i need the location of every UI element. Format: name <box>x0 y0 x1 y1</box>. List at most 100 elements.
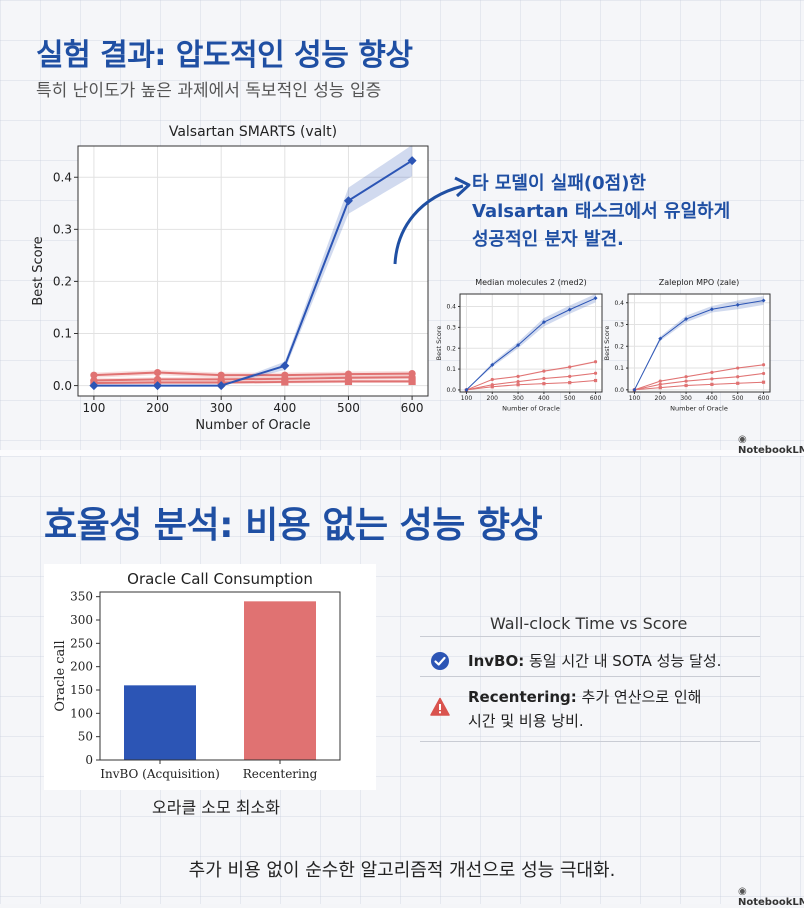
data-point <box>541 320 546 325</box>
x-tick-label: 400 <box>706 395 718 402</box>
data-point <box>658 382 662 386</box>
x-tick-label: 300 <box>512 395 524 402</box>
data-point <box>408 370 416 378</box>
x-tick-label: InvBO (Acquisition) <box>100 767 220 781</box>
series-line <box>466 361 596 391</box>
data-point <box>710 370 714 374</box>
invbo-row: InvBO: 동일 시간 내 SOTA 성능 달성. <box>420 636 760 687</box>
data-point <box>516 343 521 348</box>
bar <box>244 601 316 760</box>
y-tick-label: 0.2 <box>446 345 456 352</box>
data-point <box>709 307 714 312</box>
y-tick-label: 350 <box>70 590 93 604</box>
results-subtitle: 특히 난이도가 높은 과제에서 독보적인 성능 입증 <box>36 81 382 101</box>
data-point <box>761 380 766 384</box>
data-point <box>684 375 688 379</box>
y-tick-label: 0.1 <box>446 366 456 373</box>
data-point <box>344 370 353 378</box>
x-tick-label: 200 <box>146 401 169 415</box>
data-point <box>736 381 740 385</box>
data-point <box>761 371 766 376</box>
y-axis-label: Oracle call <box>53 640 68 711</box>
panel-divider <box>0 450 804 456</box>
series-line <box>466 380 596 391</box>
y-tick-label: 0.1 <box>53 327 72 341</box>
bar <box>124 685 196 760</box>
data-point <box>542 382 546 386</box>
data-point <box>407 156 417 166</box>
series-line <box>466 372 596 391</box>
data-point <box>684 383 688 388</box>
y-tick-label: 0.0 <box>53 379 72 393</box>
x-tick-label: 100 <box>629 395 641 402</box>
y-tick-label: 200 <box>70 660 93 674</box>
series-line <box>466 297 596 391</box>
bar-caption: 오라클 소모 최소화 <box>152 798 280 817</box>
callout-arrow-icon <box>393 176 471 265</box>
med2-chart: 100 200 300 400 500 600 0.0 0.1 0.2 0.3 0.4 Median … <box>435 278 603 413</box>
plot-frame <box>627 293 771 393</box>
data-point <box>710 377 714 381</box>
data-point <box>490 377 494 382</box>
x-tick-label: 600 <box>758 395 770 402</box>
x-tick-label: Recentering <box>243 767 318 781</box>
x-tick-label: 500 <box>337 401 360 415</box>
series-band <box>93 369 413 378</box>
y-axis-label: Best Score <box>603 326 611 361</box>
zale-chart: 100 200 300 400 500 600 0.0 0.1 0.2 0.3 0.4 Zaleplo… <box>603 278 771 413</box>
x-axis-label: Number of Oracle <box>670 405 728 413</box>
data-point <box>516 379 520 384</box>
x-tick-label: 200 <box>487 395 499 402</box>
data-point <box>568 381 572 385</box>
data-point <box>593 371 598 375</box>
data-point <box>344 377 353 386</box>
data-point <box>568 365 572 369</box>
data-point <box>710 382 714 386</box>
data-point <box>632 387 637 392</box>
x-tick-label: 600 <box>401 401 424 415</box>
notebooklm-logo-icon-2: ◉ <box>738 886 747 897</box>
data-point <box>153 368 162 377</box>
series-band <box>634 296 764 390</box>
data-point <box>217 371 225 379</box>
y-tick-label: 0.3 <box>446 324 456 331</box>
data-point <box>216 381 226 391</box>
data-point <box>90 376 98 384</box>
x-tick-label: 400 <box>273 401 296 415</box>
data-point <box>736 375 740 379</box>
x-tick-label: 300 <box>210 401 233 415</box>
y-tick-label: 300 <box>70 613 93 627</box>
y-tick-label: 0.2 <box>53 275 72 289</box>
y-tick-label: 0.0 <box>614 387 624 394</box>
data-point <box>593 296 598 301</box>
plot-frame <box>77 145 429 397</box>
y-tick-label: 150 <box>70 683 93 697</box>
chart-title: Median molecules 2 (med2) <box>475 278 587 287</box>
data-point <box>516 374 520 378</box>
data-point <box>153 375 162 383</box>
data-point <box>153 381 163 391</box>
y-tick-label: 0.2 <box>614 343 624 350</box>
efficiency-title: 효율성 분석: 비용 없는 성능 향상 <box>44 505 543 546</box>
data-point <box>761 363 766 367</box>
recentering-text: Recentering: 추가 연산으로 인해 시간 및 비용 낭비. <box>468 688 702 730</box>
x-axis-label: Number of Oracle <box>502 405 560 413</box>
notebooklm-badge: ◉ NotebookLM <box>738 434 804 456</box>
data-point <box>567 307 572 312</box>
series-line <box>634 300 764 391</box>
check-circle-icon <box>431 652 449 670</box>
x-tick-label: 300 <box>680 395 692 402</box>
series-line <box>634 364 764 391</box>
plot-frame <box>99 591 341 761</box>
y-tick-label: 0.3 <box>53 223 72 237</box>
y-tick-label: 0.4 <box>53 170 72 184</box>
data-point <box>343 196 353 206</box>
x-tick-label: 600 <box>590 395 602 402</box>
notebooklm-badge-2: ◉ NotebookLM <box>738 886 804 908</box>
series-line <box>93 380 413 384</box>
bottom-summary: 추가 비용 없이 순수한 알고리즘적 개선으로 성능 극대화. <box>188 860 616 881</box>
data-point <box>90 371 98 379</box>
callout-line-1: 타 모델이 실패(0점)한 <box>472 173 646 194</box>
y-tick-label: 0.4 <box>614 300 624 307</box>
data-point <box>568 374 572 378</box>
